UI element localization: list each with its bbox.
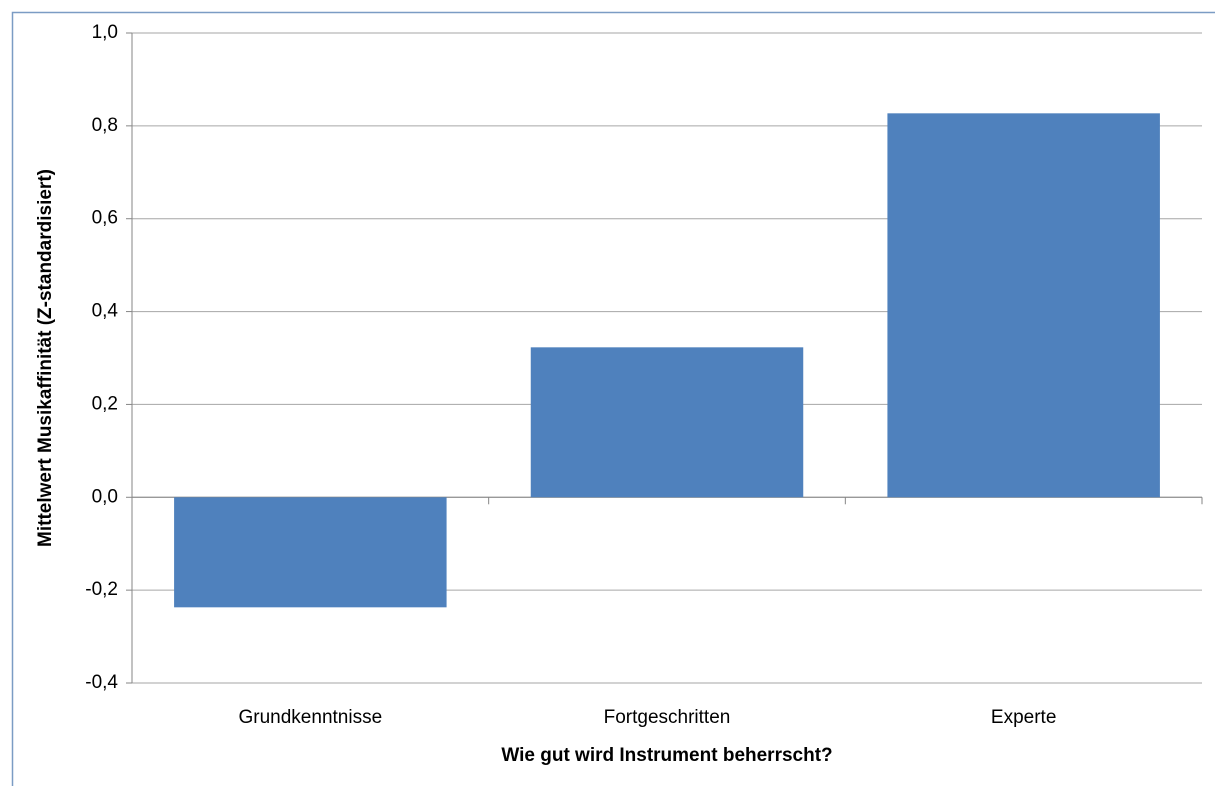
- x-tick-label: Fortgeschritten: [604, 707, 731, 728]
- y-axis-title: Mittelwert Musikaffinität (Z-standardisi…: [35, 169, 56, 547]
- chart-frame: [11, 11, 1215, 786]
- bar: [174, 497, 447, 608]
- y-tick-label: 1,0: [92, 22, 118, 43]
- bar: [887, 113, 1160, 498]
- y-tick-label: 0,6: [92, 208, 118, 229]
- x-tick-label: Grundkenntnisse: [239, 707, 383, 728]
- y-tick-label: 0,0: [92, 486, 118, 507]
- x-axis-title: Wie gut wird Instrument beherrscht?: [501, 745, 832, 766]
- y-tick-label: -0,2: [85, 579, 118, 600]
- x-tick-label: Experte: [991, 707, 1056, 728]
- y-tick-label: 0,8: [92, 115, 118, 136]
- y-tick-label: 0,2: [92, 393, 118, 414]
- bar: [530, 347, 804, 498]
- y-tick-label: -0,4: [85, 672, 118, 693]
- y-tick-label: 0,4: [92, 301, 119, 322]
